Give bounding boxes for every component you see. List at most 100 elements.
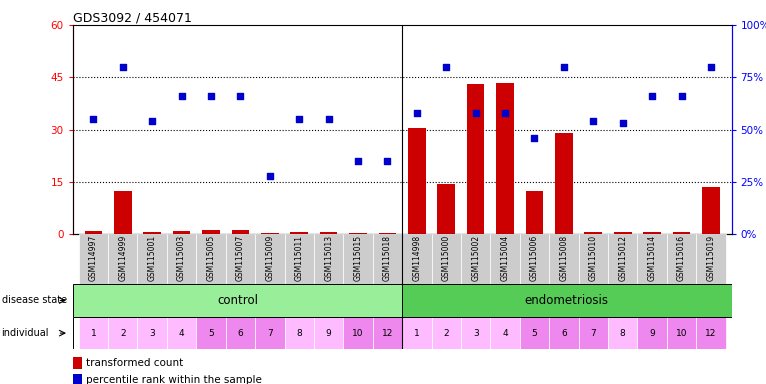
Text: GSM115000: GSM115000	[442, 235, 450, 281]
Text: GSM115001: GSM115001	[148, 235, 157, 281]
Text: 5: 5	[532, 329, 538, 338]
Text: transformed count: transformed count	[86, 358, 183, 368]
Bar	[408, 128, 426, 234]
Text: 3: 3	[149, 329, 155, 338]
Point	[588, 118, 600, 124]
Bar	[637, 234, 667, 284]
Text: 4: 4	[178, 329, 185, 338]
Point	[264, 172, 276, 179]
Text: 1: 1	[90, 329, 97, 338]
Point	[234, 93, 247, 99]
Text: endometriosis: endometriosis	[525, 294, 609, 307]
Bar	[314, 317, 343, 349]
Bar	[490, 317, 520, 349]
Bar	[284, 234, 314, 284]
Bar	[584, 232, 602, 234]
Text: 2: 2	[120, 329, 126, 338]
Bar	[196, 234, 226, 284]
Bar	[231, 230, 249, 234]
Bar	[226, 234, 255, 284]
Text: GSM115014: GSM115014	[647, 235, 656, 281]
Text: percentile rank within the sample: percentile rank within the sample	[86, 375, 262, 384]
Text: GSM115013: GSM115013	[324, 235, 333, 281]
Text: GSM114997: GSM114997	[89, 235, 98, 281]
Text: 7: 7	[591, 329, 596, 338]
Bar	[79, 234, 108, 284]
Bar	[373, 317, 402, 349]
Text: 6: 6	[237, 329, 244, 338]
Text: GSM115011: GSM115011	[295, 235, 303, 281]
Bar	[673, 232, 690, 234]
Text: 1: 1	[414, 329, 420, 338]
Bar	[520, 234, 549, 284]
Text: GSM115010: GSM115010	[589, 235, 597, 281]
Bar	[73, 284, 402, 317]
Point	[499, 110, 511, 116]
Text: GSM114999: GSM114999	[118, 235, 127, 281]
Text: GSM115007: GSM115007	[236, 235, 245, 281]
Text: 2: 2	[444, 329, 449, 338]
Bar	[378, 233, 396, 234]
Bar	[79, 317, 108, 349]
Point	[558, 64, 570, 70]
Bar	[667, 234, 696, 284]
Point	[352, 158, 364, 164]
Point	[322, 116, 335, 122]
Text: GDS3092 / 454071: GDS3092 / 454071	[73, 12, 192, 25]
Text: 8: 8	[296, 329, 302, 338]
Bar	[73, 374, 83, 384]
Text: 12: 12	[381, 329, 393, 338]
Bar	[343, 317, 373, 349]
Point	[676, 93, 688, 99]
Text: GSM115003: GSM115003	[177, 235, 186, 281]
Point	[146, 118, 159, 124]
Bar	[349, 233, 367, 234]
Bar	[114, 190, 132, 234]
Text: GSM115012: GSM115012	[618, 235, 627, 281]
Bar	[137, 234, 167, 284]
Bar	[525, 190, 543, 234]
Bar	[373, 234, 402, 284]
Bar	[490, 234, 520, 284]
Point	[470, 110, 482, 116]
Bar	[555, 133, 573, 234]
Bar	[608, 317, 637, 349]
Bar	[437, 184, 455, 234]
Text: GSM115018: GSM115018	[383, 235, 392, 281]
Bar	[431, 317, 461, 349]
Text: disease state: disease state	[2, 295, 67, 306]
Bar	[143, 232, 161, 234]
Text: GSM115009: GSM115009	[265, 235, 274, 281]
Bar	[255, 317, 284, 349]
Bar	[173, 231, 191, 234]
Text: 12: 12	[705, 329, 717, 338]
Bar	[431, 234, 461, 284]
Text: GSM114998: GSM114998	[412, 235, 421, 281]
Text: GSM115016: GSM115016	[677, 235, 686, 281]
Text: GSM115006: GSM115006	[530, 235, 539, 281]
Bar	[137, 317, 167, 349]
Text: 8: 8	[620, 329, 626, 338]
Bar	[290, 232, 308, 234]
Bar	[520, 317, 549, 349]
Text: 3: 3	[473, 329, 479, 338]
Bar	[202, 230, 220, 234]
Bar	[255, 234, 284, 284]
Bar	[608, 234, 637, 284]
Text: individual: individual	[2, 328, 49, 338]
Point	[705, 64, 717, 70]
Text: 9: 9	[326, 329, 332, 338]
Bar	[643, 232, 661, 234]
Bar	[466, 84, 484, 234]
Text: 6: 6	[561, 329, 567, 338]
Bar	[702, 187, 720, 234]
Bar	[696, 317, 725, 349]
Bar	[402, 284, 732, 317]
Text: GSM115008: GSM115008	[559, 235, 568, 281]
Bar	[320, 232, 338, 234]
Point	[381, 158, 394, 164]
Point	[205, 93, 217, 99]
Bar	[108, 234, 137, 284]
Bar	[284, 317, 314, 349]
Point	[175, 93, 188, 99]
